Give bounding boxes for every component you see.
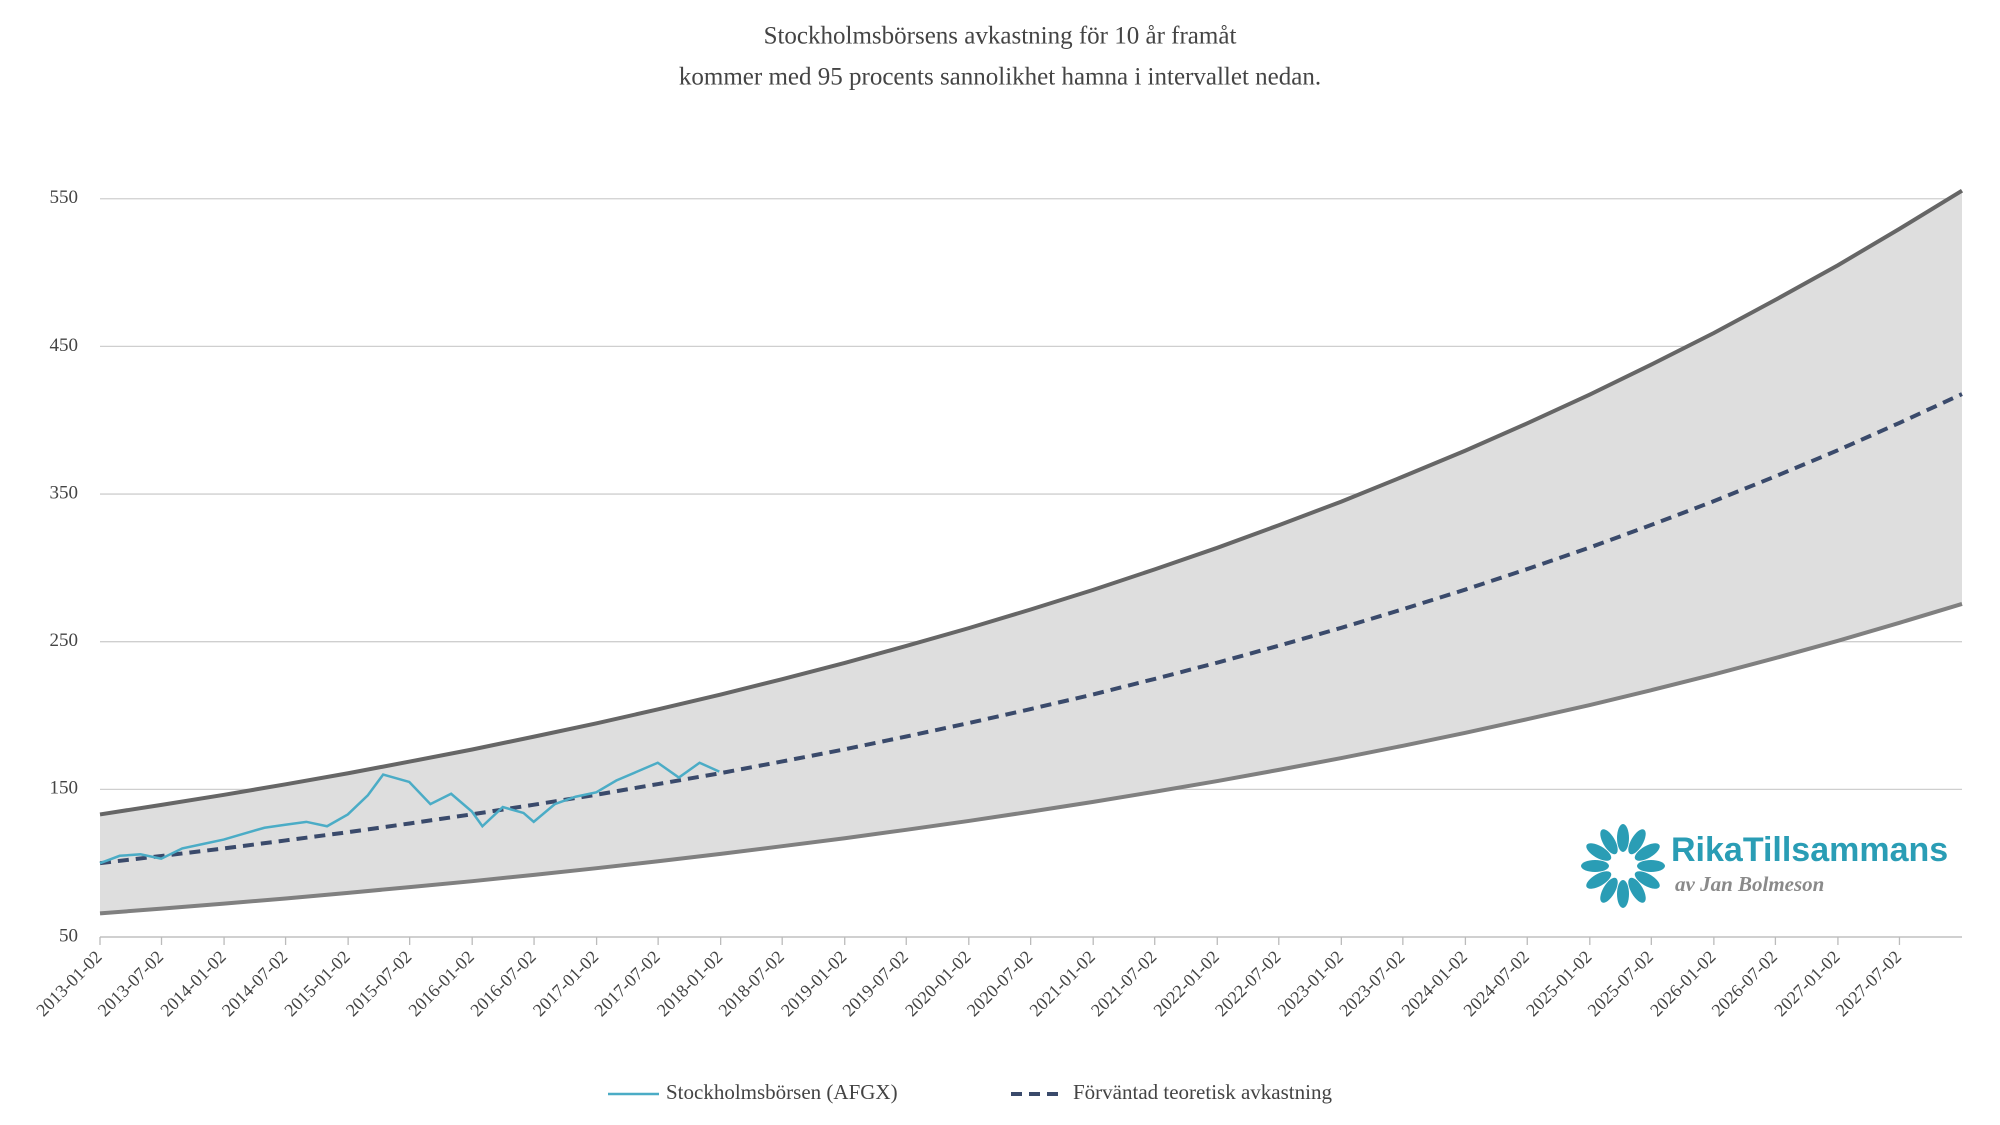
upper-bound-line bbox=[99, 188, 1964, 817]
chart-title: Stockholmsbörsens avkastning för 10 år f… bbox=[764, 23, 1237, 50]
chart-subtitle: kommer med 95 procents sannolikhet hamna… bbox=[679, 64, 1321, 91]
y-tick-label: 350 bbox=[50, 482, 79, 503]
series-line bbox=[99, 392, 1963, 866]
logo-tagline: av Jan Bolmeson bbox=[1675, 872, 1824, 896]
band-fill bbox=[100, 190, 1962, 914]
legend: Stockholmsbörsen (AFGX) Förväntad teoreti… bbox=[608, 1080, 1332, 1104]
lower-bound-line bbox=[99, 601, 1963, 916]
y-tick-label: 450 bbox=[50, 335, 79, 356]
y-tick-label: 550 bbox=[50, 187, 79, 208]
legend-label: Förväntad teoretisk avkastning bbox=[1073, 1080, 1332, 1104]
y-tick-label: 50 bbox=[59, 925, 78, 946]
y-tick-label: 250 bbox=[50, 630, 79, 651]
series-line bbox=[99, 761, 720, 865]
logo-icon bbox=[1581, 824, 1665, 908]
logo-name: RikaTillsammans bbox=[1671, 831, 1948, 869]
y-tick-label: 150 bbox=[50, 778, 79, 799]
logo: RikaTillsammans av Jan Bolmeson bbox=[1581, 824, 1948, 908]
legend-label: Stockholmsbörsen (AFGX) bbox=[666, 1080, 898, 1104]
